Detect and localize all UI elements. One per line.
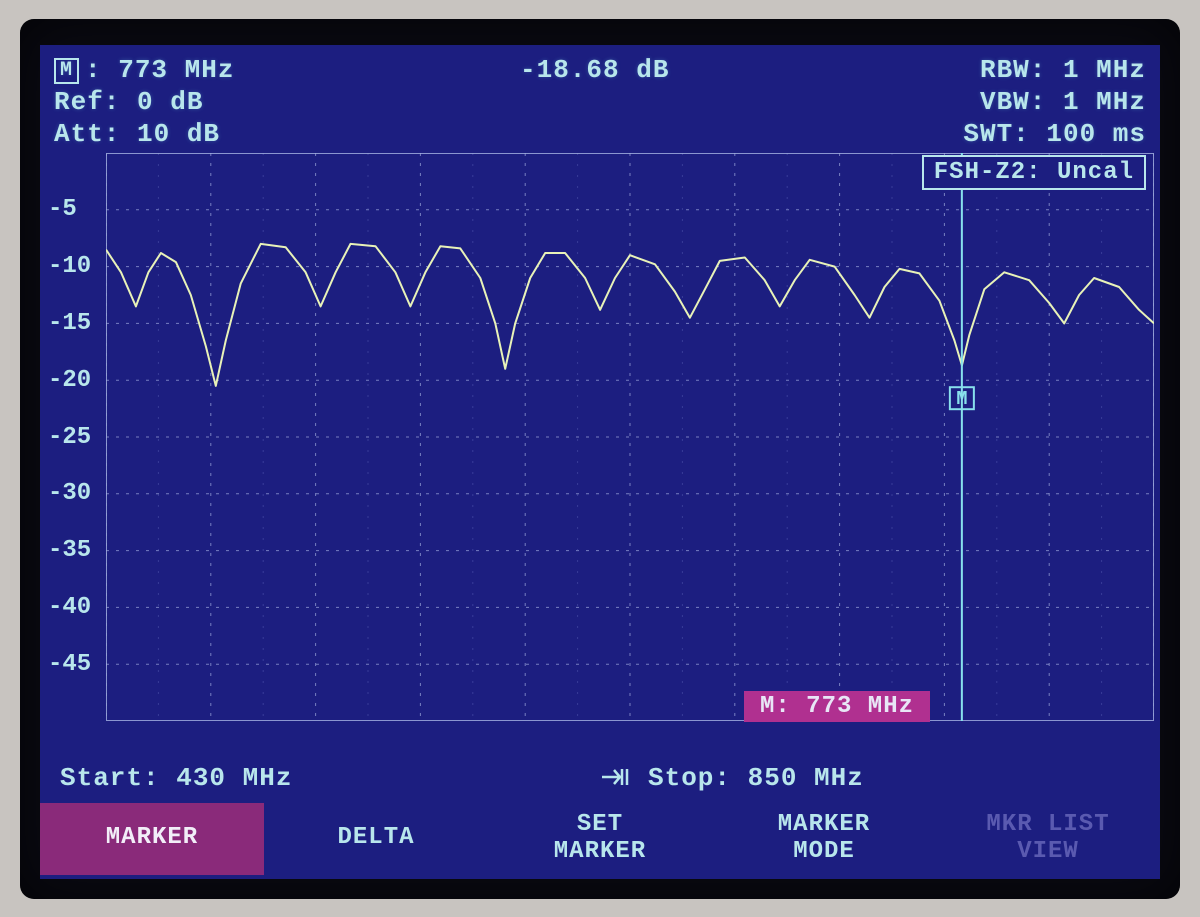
y-axis-tick-label: -15 xyxy=(48,310,91,337)
stop-arrow-icon xyxy=(600,767,634,787)
svg-text:M: M xyxy=(956,388,967,409)
frequency-range-row: Start: 430 MHz Stop: 850 MHz xyxy=(40,763,1160,803)
y-axis-tick-label: -20 xyxy=(48,367,91,394)
start-frequency: Start: 430 MHz xyxy=(60,763,292,793)
marker-readout-level: -18.68 dB xyxy=(520,55,669,85)
instrument-screen: M: 773 MHz -18.68 dB RBW: 1 MHz Ref: 0 d… xyxy=(40,45,1160,879)
marker-info-pill: M: 773 MHz xyxy=(744,691,930,722)
softkey-label-line2: MODE xyxy=(793,839,855,865)
softkey-bar: MARKERDELTASETMARKERMARKERMODEMKR LISTVI… xyxy=(40,803,1160,875)
calibration-status-box: FSH-Z2: Uncal xyxy=(922,155,1146,190)
y-axis-tick-label: -25 xyxy=(48,424,91,451)
att-readout: Att: 10 dB xyxy=(54,119,220,149)
y-axis-tick-label: -5 xyxy=(48,196,77,223)
softkey-label-line1: DELTA xyxy=(337,825,414,851)
marker-freq-value: : 773 MHz xyxy=(85,55,234,85)
softkey-label-line1: SET xyxy=(577,812,623,838)
softkey-4[interactable]: MARKERMODE xyxy=(712,803,936,875)
stop-frequency: Stop: 850 MHz xyxy=(648,763,864,793)
swt-readout: SWT: 100 ms xyxy=(963,119,1146,149)
marker-readout-freq: M: 773 MHz xyxy=(54,55,234,86)
y-axis-tick-label: -10 xyxy=(48,253,91,280)
y-axis-tick-label: -30 xyxy=(48,480,91,507)
y-axis-tick-label: -35 xyxy=(48,537,91,564)
spectrum-plot: M xyxy=(106,153,1154,721)
softkey-3[interactable]: SETMARKER xyxy=(488,803,712,875)
vbw-readout: VBW: 1 MHz xyxy=(980,87,1146,117)
rbw-readout: RBW: 1 MHz xyxy=(980,55,1146,85)
softkey-label-line2: MARKER xyxy=(554,839,646,865)
softkey-label-line1: MARKER xyxy=(778,812,870,838)
softkey-1[interactable]: MARKER xyxy=(40,803,264,875)
softkey-label-line1: MKR LIST xyxy=(986,812,1109,838)
y-axis-tick-label: -45 xyxy=(48,651,91,678)
marker-m-icon: M xyxy=(54,58,79,84)
softkey-5[interactable]: MKR LISTVIEW xyxy=(936,803,1160,875)
ref-readout: Ref: 0 dB xyxy=(54,87,203,117)
softkey-label-line1: MARKER xyxy=(106,825,198,851)
instrument-bezel: M: 773 MHz -18.68 dB RBW: 1 MHz Ref: 0 d… xyxy=(20,19,1180,899)
y-axis-tick-label: -40 xyxy=(48,594,91,621)
softkey-2[interactable]: DELTA xyxy=(264,803,488,875)
softkey-label-line2: VIEW xyxy=(1017,839,1079,865)
